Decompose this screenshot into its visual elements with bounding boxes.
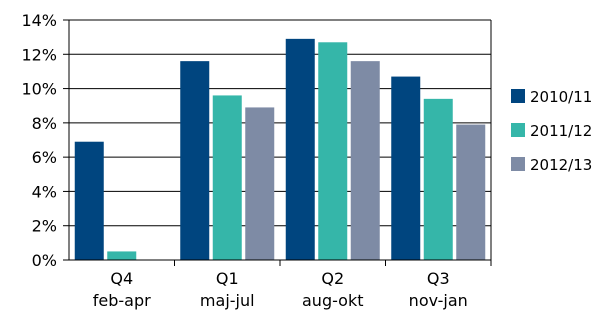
y-axis-tick-labels: 0% 2% 4% 6% 8% 10% 12% 14% [21, 11, 57, 270]
x-axis-category-labels: Q4 feb-apr Q1 maj-jul Q2 aug-okt Q3 nov-jan [93, 269, 468, 310]
gridlines [69, 19, 491, 227]
bar-2011-12-q3 [423, 98, 453, 260]
y-tick-label: 10% [21, 80, 57, 99]
bar-2011-12-q2 [318, 42, 348, 261]
x-category-label-quarter: Q3 [427, 269, 450, 288]
x-category-label-months: aug-okt [302, 291, 364, 310]
bar-2011-12-q1 [212, 95, 242, 260]
y-tick-label: 12% [21, 45, 57, 64]
y-tick-label: 2% [32, 217, 57, 236]
bar-2010-11-q3 [391, 76, 421, 260]
x-category-label-months: nov-jan [409, 291, 468, 310]
x-category-label-quarter: Q4 [110, 269, 133, 288]
bar-2010-11-q1 [180, 61, 210, 261]
legend-label: 2012/13 [530, 156, 592, 174]
y-tick-label: 0% [32, 251, 57, 270]
bar-2012-13-q1 [245, 107, 275, 260]
legend-swatch [511, 123, 525, 137]
x-category-label-quarter: Q1 [216, 269, 239, 288]
x-category-label-months: feb-apr [93, 291, 151, 310]
axes [63, 19, 492, 266]
bar-2011-12-q4 [107, 251, 137, 260]
x-category-label-quarter: Q2 [321, 269, 344, 288]
x-category-label-months: maj-jul [200, 291, 255, 310]
y-tick-label: 8% [32, 114, 57, 133]
bar-2012-13-q3 [456, 124, 486, 260]
legend-swatch [511, 157, 525, 171]
y-tick-label: 14% [21, 11, 57, 30]
legend-label: 2011/12 [530, 122, 592, 140]
y-tick-label: 4% [32, 182, 57, 201]
y-tick-label: 6% [32, 148, 57, 167]
legend-label: 2010/11 [530, 88, 592, 106]
bars [74, 38, 486, 261]
legend: 2010/11 2011/12 2012/13 [511, 88, 592, 174]
legend-swatch [511, 89, 525, 103]
bar-2010-11-q2 [285, 38, 315, 260]
bar-2012-13-q2 [350, 61, 380, 261]
bar-2010-11-q4 [74, 141, 104, 260]
